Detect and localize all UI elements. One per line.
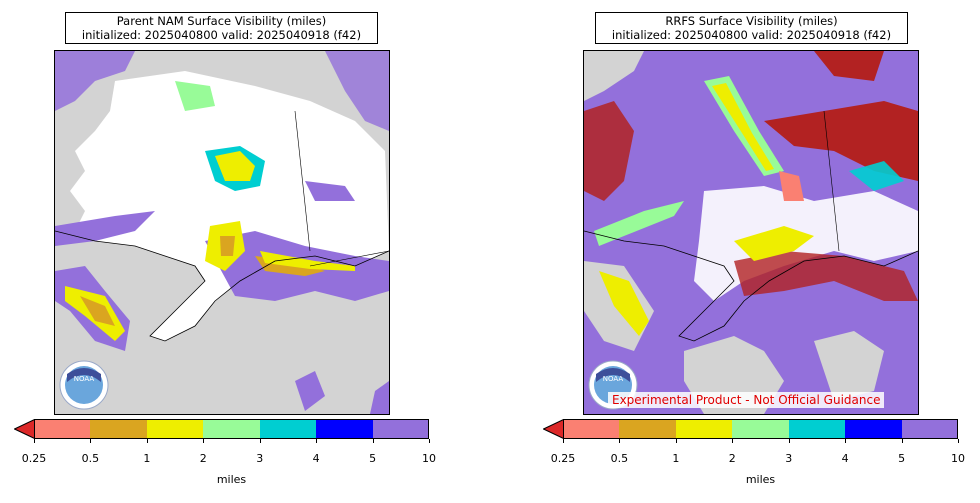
map-canvas	[584, 51, 918, 414]
colorbar-tick-label: 0.5	[610, 452, 629, 465]
colorbar-tick	[372, 439, 374, 443]
colorbar-tick-label: 5	[369, 452, 377, 465]
colorbar-tick	[619, 439, 621, 443]
colorbar-tick	[316, 439, 318, 443]
colorbar-tick	[901, 439, 903, 443]
colorbar	[14, 419, 430, 439]
title-line-2: initialized: 2025040800 valid: 202504091…	[81, 28, 362, 42]
colorbar-tick-label: 2	[199, 452, 207, 465]
noaa-logo: NOAA	[59, 360, 109, 410]
colorbar-bin	[90, 419, 148, 439]
colorbar-tick	[146, 439, 148, 443]
colorbar-tick-label: 3	[256, 452, 264, 465]
colorbar-bin	[316, 419, 374, 439]
colorbar	[543, 419, 959, 439]
colorbar-tick-label: 4	[312, 452, 320, 465]
panel-nam: Parent NAM Surface Visibility (miles) in…	[54, 12, 390, 415]
colorbar-bin	[259, 419, 317, 439]
colorbar-tick	[563, 439, 564, 443]
colorbar-bin	[675, 419, 733, 439]
colorbar-bin	[203, 419, 261, 439]
colorbar-tick-label: 0.5	[81, 452, 100, 465]
colorbar-tick-label: 2	[728, 452, 736, 465]
colorbar-tick	[788, 439, 790, 443]
svg-text:NOAA: NOAA	[74, 375, 95, 383]
colorbar-bin	[901, 419, 959, 439]
colorbar-extend-arrow	[543, 419, 564, 439]
colorbar-tick-label: 1	[143, 452, 151, 465]
colorbar-tick	[259, 439, 261, 443]
disclaimer-label: Experimental Product - Not Official Guid…	[608, 392, 885, 408]
title-line-2: initialized: 2025040800 valid: 202504091…	[611, 28, 892, 42]
colorbar-unit-label: miles	[216, 473, 247, 486]
colorbar-tick-label: 10	[422, 452, 436, 465]
colorbar-tick-label: 3	[785, 452, 793, 465]
colorbar-tick	[845, 439, 847, 443]
colorbar-frame	[34, 419, 429, 439]
colorbar-tick-label: 0.25	[550, 452, 576, 465]
colorbar-bin	[619, 419, 677, 439]
colorbar-tick-label: 10	[951, 452, 965, 465]
colorbar-tick	[90, 439, 92, 443]
visibility-map: NOAA	[54, 50, 390, 415]
colorbar-tick-label: 1	[672, 452, 680, 465]
colorbar-extend-arrow	[14, 419, 35, 439]
map-canvas	[55, 51, 389, 414]
colorbar-tick-label: 5	[898, 452, 906, 465]
colorbar-tick	[203, 439, 205, 443]
title-line-1: Parent NAM Surface Visibility (miles)	[116, 14, 327, 28]
colorbar-unit-label: miles	[745, 473, 776, 486]
colorbar-frame	[563, 419, 958, 439]
colorbar-bin	[563, 419, 620, 439]
title-line-1: RRFS Surface Visibility (miles)	[665, 14, 838, 28]
colorbar-tick	[429, 439, 430, 443]
plot-title: RRFS Surface Visibility (miles) initiali…	[595, 12, 908, 44]
colorbar-bin	[788, 419, 846, 439]
colorbar-bin	[732, 419, 790, 439]
colorbar-bin	[146, 419, 204, 439]
colorbar-bin	[34, 419, 91, 439]
visibility-map: NOAA Experimental Product - Not Official…	[583, 50, 919, 415]
panel-rrfs: RRFS Surface Visibility (miles) initiali…	[490, 0, 980, 503]
colorbar-tick-label: 0.25	[21, 452, 47, 465]
colorbar-tick-label: 4	[841, 452, 849, 465]
colorbar-tick	[732, 439, 734, 443]
colorbar-tick	[34, 439, 35, 443]
colorbar-tick	[675, 439, 677, 443]
colorbar-bin	[845, 419, 903, 439]
plot-title: Parent NAM Surface Visibility (miles) in…	[65, 12, 378, 44]
svg-text:NOAA: NOAA	[603, 375, 624, 383]
colorbar-bin	[372, 419, 430, 439]
colorbar-tick	[958, 439, 959, 443]
